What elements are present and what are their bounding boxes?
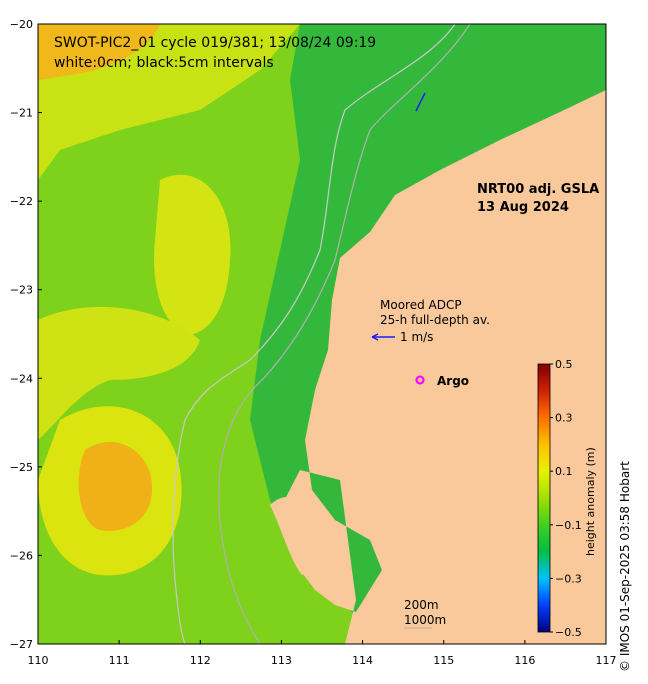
argo-legend-marker (415, 375, 425, 385)
colorbar-label: height anomaly (m) (584, 447, 597, 556)
y-axis: −20 −21 −22 −23 −24 −25 −26 −27 (10, 18, 42, 651)
y-tick-label: −21 (10, 107, 33, 120)
isobath-200m (172, 24, 456, 644)
product-line-2: 13 Aug 2024 (477, 200, 569, 215)
adcp-scale-arrowhead (371, 333, 379, 341)
y-tick-label: −23 (10, 284, 33, 297)
colorbar (537, 363, 551, 633)
isobath-label-1000: 1000m (404, 613, 446, 627)
plot-frame (37, 23, 607, 645)
adcp-mooring-arrow (415, 92, 426, 112)
colorbar-tick-label: −0.5 (555, 626, 582, 639)
land-mass (282, 90, 606, 644)
sea-yellow-tongue (154, 174, 231, 335)
adcp-line-1: Moored ADCP (380, 298, 462, 312)
isobath-label-200: 200m (404, 598, 439, 612)
title-line-2: white:0cm; black:5cm intervals (54, 55, 274, 71)
x-tick-label: 115 (433, 654, 454, 667)
x-axis: 110 111 112 113 114 115 116 117 (28, 640, 617, 667)
isobath-1000m (218, 24, 471, 644)
peninsula (270, 496, 322, 575)
credit-text: © IMOS 01-Sep-2025 03:58 Hobart (618, 461, 632, 672)
y-tick-label: −20 (10, 18, 33, 31)
x-tick-label: 112 (190, 654, 211, 667)
y-tick-label: −25 (10, 461, 33, 474)
x-tick-label: 111 (109, 654, 130, 667)
sea-orange-eddy (78, 442, 153, 531)
colorbar-tick-label: 0.1 (555, 465, 573, 478)
product-line-1: NRT00 adj. GSLA (477, 182, 599, 197)
y-tick-label: −27 (10, 638, 33, 651)
y-tick-label: −22 (10, 195, 33, 208)
colorbar-ticks: 0.5 0.3 0.1 −0.1 −0.3 −0.5 (550, 358, 582, 639)
argo-legend-label: Argo (437, 374, 469, 388)
x-tick-label: 113 (271, 654, 292, 667)
colorbar-tick-label: −0.1 (555, 519, 582, 532)
colorbar-tick-label: 0.5 (555, 358, 573, 371)
map-area (38, 24, 606, 644)
colorbar-tick-label: −0.3 (555, 572, 582, 585)
sea-orange-north (38, 24, 160, 80)
colorbar-tick-label: 0.3 (555, 412, 573, 425)
title-line-1: SWOT-PIC2_01 cycle 019/381; 13/08/24 09:… (54, 35, 376, 51)
sea-yellow-band (38, 306, 200, 440)
x-tick-label: 114 (352, 654, 373, 667)
x-tick-label: 116 (514, 654, 535, 667)
x-tick-label: 117 (596, 654, 617, 667)
adcp-scale-label: 1 m/s (400, 330, 433, 344)
adcp-line-2: 25-h full-depth av. (380, 313, 490, 327)
x-tick-label: 110 (28, 654, 49, 667)
y-tick-label: −24 (10, 372, 33, 385)
y-tick-label: −26 (10, 549, 33, 562)
